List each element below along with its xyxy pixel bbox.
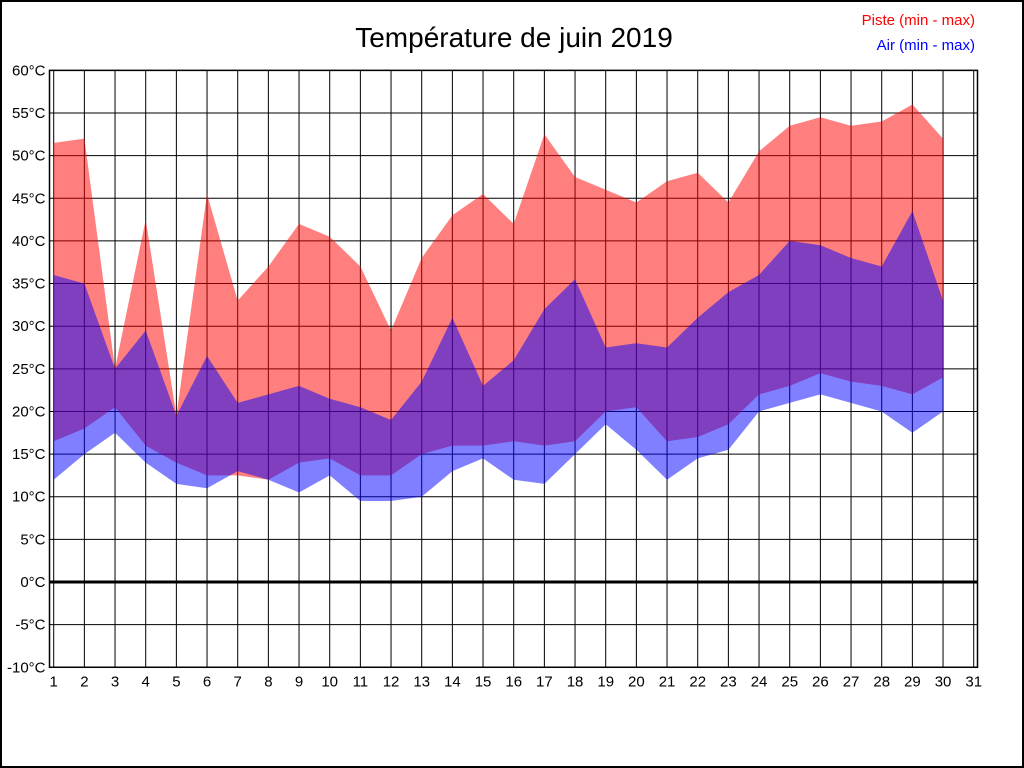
x-tick-label: 7	[234, 673, 242, 690]
x-tick-label: 31	[965, 673, 982, 690]
x-tick-label: 29	[904, 673, 921, 690]
x-tick-label: 1	[50, 673, 58, 690]
x-tick-label: 11	[353, 673, 369, 690]
x-tick-label: 15	[475, 673, 492, 690]
x-tick-label: 9	[295, 673, 303, 690]
x-tick-label: 17	[536, 673, 553, 690]
x-tick-label: 23	[720, 673, 737, 690]
x-tick-label: 12	[383, 673, 400, 690]
x-tick-label: 30	[935, 673, 952, 690]
x-tick-label: 14	[444, 673, 461, 690]
y-tick-label: 20°C	[12, 403, 46, 420]
x-tick-label: 24	[751, 673, 768, 690]
y-tick-label: 55°C	[12, 105, 46, 122]
legend-piste: Piste (min - max)	[861, 12, 975, 29]
legend-air: Air (min - max)	[876, 37, 975, 54]
x-tick-label: 3	[111, 673, 119, 690]
y-tick-label: 10°C	[12, 489, 46, 506]
y-tick-label: 25°C	[12, 361, 46, 378]
x-tick-label: 16	[505, 673, 522, 690]
x-tick-label: 19	[597, 673, 614, 690]
y-tick-label: 35°C	[12, 276, 46, 293]
y-tick-label: 15°C	[12, 446, 46, 463]
x-tick-label: 13	[413, 673, 430, 690]
chart-title: Température de juin 2019	[355, 22, 673, 53]
x-tick-label: 21	[659, 673, 676, 690]
y-tick-label: 0°C	[20, 574, 45, 591]
x-tick-label: 10	[321, 673, 338, 690]
y-tick-label: 30°C	[12, 318, 46, 335]
air-band	[53, 211, 943, 501]
x-tick-label: 4	[142, 673, 150, 690]
x-tick-label: 22	[689, 673, 706, 690]
x-tick-label: 25	[781, 673, 798, 690]
y-tick-label: 5°C	[20, 531, 45, 548]
y-tick-label: 50°C	[12, 148, 46, 165]
y-tick-label: 40°C	[12, 233, 46, 250]
x-tick-label: 28	[873, 673, 890, 690]
x-tick-label: 18	[567, 673, 584, 690]
x-tick-label: 8	[264, 673, 272, 690]
x-tick-label: 2	[80, 673, 88, 690]
x-tick-label: 27	[843, 673, 860, 690]
x-tick-label: 26	[812, 673, 829, 690]
x-tick-label: 5	[172, 673, 180, 690]
x-tick-label: 20	[628, 673, 645, 690]
y-tick-label: -10°C	[7, 659, 46, 676]
plot-frame	[48, 69, 979, 669]
x-tick-label: 6	[203, 673, 211, 690]
y-tick-label: -5°C	[15, 617, 45, 634]
y-tick-label: 45°C	[12, 190, 46, 207]
y-tick-label: 60°C	[12, 62, 46, 79]
